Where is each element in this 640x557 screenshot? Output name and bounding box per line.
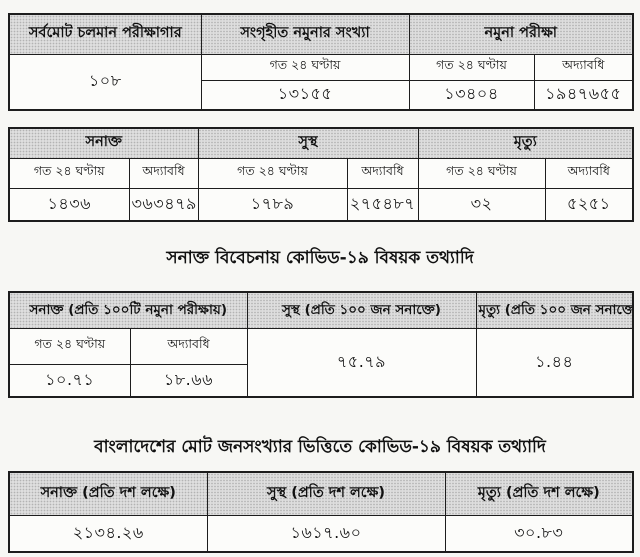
detected-header-cell: সনাক্ত <box>8 127 199 159</box>
detected-last24-value-cell: ১৪৩৬ <box>8 187 130 222</box>
recovered-todate-label-cell: অদ্যাবধি <box>346 157 419 189</box>
samples-tested-header-cell: নমুনা পরীক্ষা <box>408 13 634 55</box>
table-labs-and-samples: সর্বমোট চলমান পরীক্ষাগার সংগৃহীত নমুনার … <box>8 13 635 111</box>
detected-todate-label-cell: অদ্যাবধি <box>128 157 199 189</box>
per-million-deaths-header-cell: মৃত্যু (প্রতি দশ লক্ষে) <box>444 471 634 516</box>
section-heading-detection-based: সনাক্ত বিবেচনায় কোভিড-১৯ বিষয়ক তথ্যাদি <box>166 248 474 268</box>
detected-last24-label-cell: গত ২৪ ঘণ্টায় <box>8 157 130 189</box>
deaths-header-cell: মৃত্যু <box>417 127 634 159</box>
rate-detected-header-cell: সনাক্ত (প্রতি ১০০টি নমুনা পরীক্ষায়) <box>8 291 248 329</box>
recovered-todate-value-cell: ২৭৫৪৮৭ <box>346 187 419 222</box>
samples-tested-last24-value-cell: ১৩৪০৪ <box>408 79 535 111</box>
table-rates-per-million: সনাক্ত (প্রতি দশ লক্ষে) সুস্থ (প্রতি দশ … <box>8 471 634 553</box>
samples-collected-header-cell: সংগৃহীত নমুনার সংখ্যা <box>200 13 410 55</box>
per-million-detected-header-cell: সনাক্ত (প্রতি দশ লক্ষে) <box>8 471 208 516</box>
recovered-header-cell: সুস্থ <box>197 127 419 159</box>
labs-value-cell: ১০৮ <box>8 53 202 111</box>
recovered-last24-label-cell: গত ২৪ ঘণ্টায় <box>197 157 348 189</box>
samples-collected-last24-value-cell: ১৩১৫৫ <box>200 79 410 111</box>
rate-recovered-value-cell: ৭৫.৭৯ <box>246 327 477 398</box>
per-million-recovered-value-cell: ১৬১৭.৬০ <box>206 514 446 553</box>
samples-collected-last24-label-cell: গত ২৪ ঘণ্টায় <box>200 53 410 81</box>
deaths-last24-label-cell: গত ২৪ ঘণ্টায় <box>417 157 546 189</box>
per-million-detected-value-cell: ২১৩৪.২৬ <box>8 514 208 553</box>
samples-tested-todate-label-cell: অদ্যাবধি <box>533 53 634 81</box>
deaths-todate-label-cell: অদ্যাবধি <box>544 157 634 189</box>
section-heading-population-based: বাংলাদেশের মোট জনসংখ্যার ভিত্তিতে কোভিড-… <box>94 437 546 457</box>
rate-detected-last24-value-cell: ১০.৭১ <box>8 363 131 398</box>
per-million-recovered-header-cell: সুস্থ (প্রতি দশ লক্ষে) <box>206 471 446 516</box>
samples-tested-todate-value-cell: ১৯৪৭৬৫৫ <box>533 79 634 111</box>
rate-deaths-value-cell: ১.৪৪ <box>475 327 634 398</box>
rate-detected-todate-label-cell: অদ্যাবধি <box>129 327 248 365</box>
table-rates-per-100: সনাক্ত (প্রতি ১০০টি নমুনা পরীক্ষায়) সুস… <box>8 291 634 398</box>
recovered-last24-value-cell: ১৭৮৯ <box>197 187 348 222</box>
deaths-todate-value-cell: ৫২৫১ <box>544 187 634 222</box>
labs-header-cell: সর্বমোট চলমান পরীক্ষাগার <box>8 13 202 55</box>
rate-detected-todate-value-cell: ১৮.৬৬ <box>129 363 248 398</box>
samples-tested-last24-label-cell: গত ২৪ ঘণ্টায় <box>408 53 535 81</box>
table-detected-recovered-deaths: সনাক্ত সুস্থ মৃত্যু গত ২৪ ঘণ্টায় অদ্যাব… <box>8 127 635 222</box>
detected-todate-value-cell: ৩৬৩৪৭৯ <box>128 187 199 222</box>
deaths-last24-value-cell: ৩২ <box>417 187 546 222</box>
rate-detected-last24-label-cell: গত ২৪ ঘণ্টায় <box>8 327 131 365</box>
per-million-deaths-value-cell: ৩০.৮৩ <box>444 514 634 553</box>
rate-recovered-header-cell: সুস্থ (প্রতি ১০০ জন সনাক্তে) <box>246 291 477 329</box>
rate-deaths-header-cell: মৃত্যু (প্রতি ১০০ জন সনাক্তে) <box>475 291 634 329</box>
